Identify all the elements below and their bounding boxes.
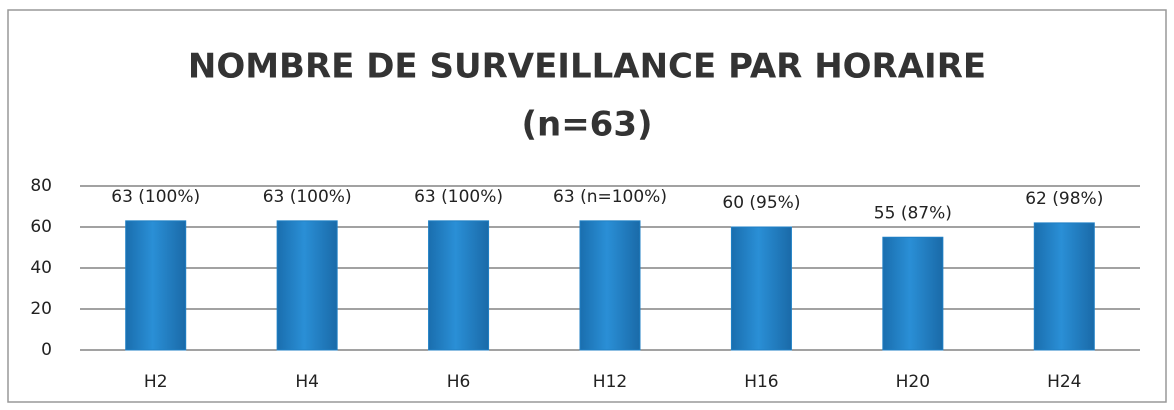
x-tick-label: H16 bbox=[744, 372, 778, 392]
chart-border bbox=[7, 9, 1167, 403]
y-tick-label: 40 bbox=[30, 258, 52, 278]
bar bbox=[579, 220, 641, 351]
bar bbox=[1033, 222, 1095, 351]
data-label: 63 (100%) bbox=[111, 187, 200, 207]
chart-subtitle: (n=63) bbox=[521, 105, 652, 145]
data-label: 60 (95%) bbox=[722, 193, 800, 213]
bar bbox=[428, 220, 490, 351]
y-tick-label: 80 bbox=[30, 176, 52, 196]
x-tick-label: H20 bbox=[896, 372, 930, 392]
bar bbox=[882, 236, 944, 351]
bar bbox=[125, 220, 187, 351]
data-label: 63 (100%) bbox=[414, 187, 503, 207]
x-tick-label: H2 bbox=[144, 372, 168, 392]
x-tick-label: H12 bbox=[593, 372, 627, 392]
x-tick-label: H6 bbox=[447, 372, 471, 392]
chart-title: NOMBRE DE SURVEILLANCE PAR HORAIRE bbox=[188, 47, 986, 87]
y-tick-label: 20 bbox=[30, 299, 52, 319]
y-tick-label: 0 bbox=[41, 340, 52, 360]
y-tick-label: 60 bbox=[30, 217, 52, 237]
data-label: 63 (100%) bbox=[263, 187, 352, 207]
data-label: 55 (87%) bbox=[874, 203, 952, 223]
x-tick-label: H24 bbox=[1047, 372, 1081, 392]
bar bbox=[276, 220, 338, 351]
data-label: 63 (n=100%) bbox=[553, 187, 667, 207]
x-tick-label: H4 bbox=[295, 372, 319, 392]
data-label: 62 (98%) bbox=[1025, 189, 1103, 209]
bar bbox=[730, 226, 792, 351]
